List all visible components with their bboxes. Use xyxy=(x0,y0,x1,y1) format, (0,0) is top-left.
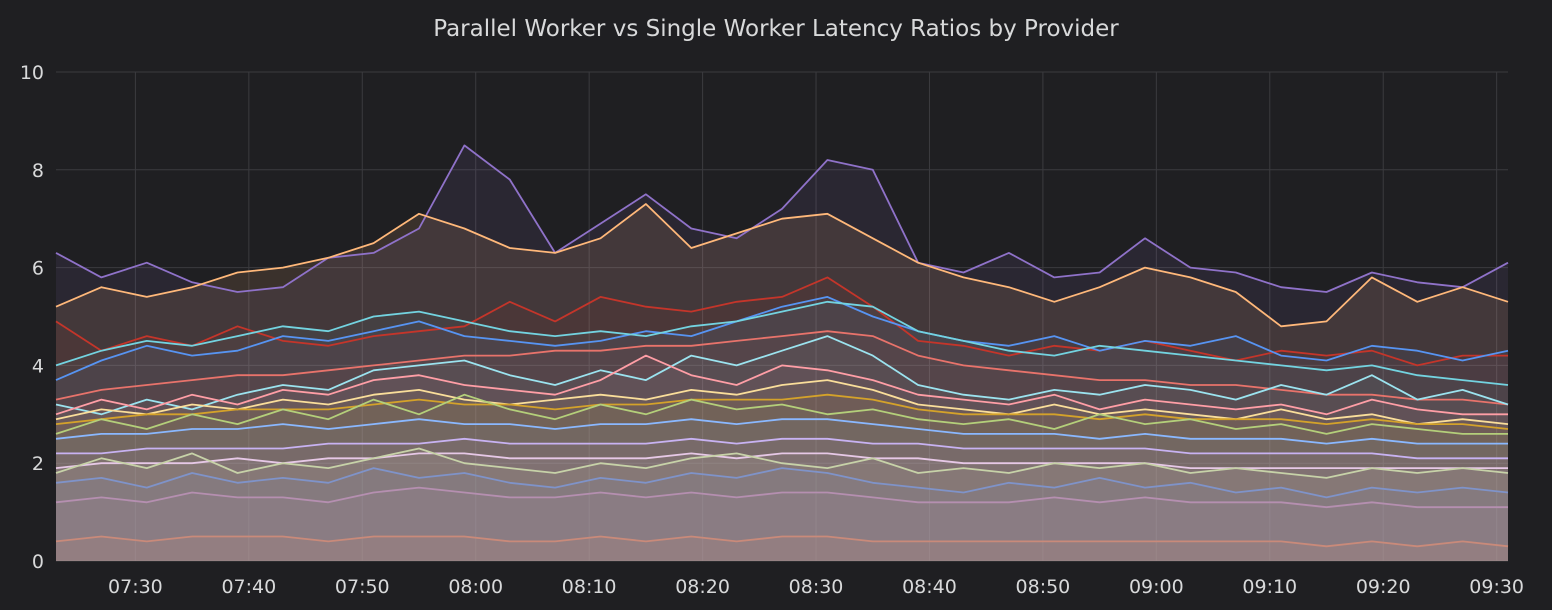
y-tick-label: 8 xyxy=(32,160,44,182)
x-tick-label: 08:00 xyxy=(448,576,503,598)
series-area-14 xyxy=(56,453,1508,561)
x-tick-label: 09:20 xyxy=(1356,576,1411,598)
y-tick-label: 2 xyxy=(32,453,44,475)
y-tick-label: 6 xyxy=(32,258,44,280)
series-area-11 xyxy=(56,394,1508,561)
series-line-8[interactable] xyxy=(55,354,1508,416)
series-line-15[interactable] xyxy=(55,447,1509,479)
y-tick-label: 4 xyxy=(32,355,44,377)
series-line-9[interactable] xyxy=(55,379,1509,425)
series-line-5[interactable] xyxy=(55,300,1509,386)
series-line-12[interactable] xyxy=(55,418,1508,445)
x-tick-label: 08:20 xyxy=(675,576,730,598)
series-line-1[interactable] xyxy=(55,144,1509,293)
series-area-2 xyxy=(56,204,1508,561)
series-line-6[interactable] xyxy=(55,330,1509,406)
chart-title: Parallel Worker vs Single Worker Latency… xyxy=(433,16,1119,42)
series-line-17[interactable] xyxy=(55,486,1508,509)
x-tick-label: 08:40 xyxy=(902,576,957,598)
x-tick-label: 08:30 xyxy=(789,576,844,598)
series-area-12 xyxy=(56,419,1508,561)
x-tick-label: 08:50 xyxy=(1016,576,1071,598)
series-line-3[interactable] xyxy=(55,276,1508,367)
x-tick-label: 08:10 xyxy=(562,576,617,598)
series-area-15 xyxy=(56,448,1508,561)
series-line-14[interactable] xyxy=(55,452,1508,469)
series-area-16 xyxy=(56,468,1508,561)
series-area-13 xyxy=(56,438,1508,561)
series-area-18 xyxy=(56,536,1508,561)
series-area-1 xyxy=(56,145,1508,561)
series-area-4 xyxy=(56,296,1508,561)
series-area-7 xyxy=(56,336,1508,561)
x-tick-label: 09:10 xyxy=(1242,576,1297,598)
series-line-7[interactable] xyxy=(55,335,1509,416)
series-area-6 xyxy=(56,331,1508,561)
series-area-5 xyxy=(56,301,1508,561)
series-line-4[interactable] xyxy=(55,296,1509,381)
series-area-8 xyxy=(56,355,1508,561)
x-tick-label: 07:50 xyxy=(335,576,390,598)
y-tick-label: 10 xyxy=(20,62,44,84)
x-tick-label: 09:00 xyxy=(1129,576,1184,598)
series-line-10[interactable] xyxy=(55,393,1509,430)
series-line-2[interactable] xyxy=(55,203,1509,328)
series-line-13[interactable] xyxy=(56,437,1508,460)
series-line-18[interactable] xyxy=(55,535,1509,548)
y-tick-label: 0 xyxy=(32,551,44,573)
series-line-11[interactable] xyxy=(55,393,1508,435)
series-area-17 xyxy=(56,487,1508,561)
series-area-10 xyxy=(56,394,1508,561)
x-tick-label: 07:40 xyxy=(221,576,276,598)
series-line-16[interactable] xyxy=(55,467,1509,499)
x-tick-label: 07:30 xyxy=(108,576,163,598)
x-tick-label: 09:30 xyxy=(1469,576,1524,598)
series-area-9 xyxy=(56,380,1508,561)
